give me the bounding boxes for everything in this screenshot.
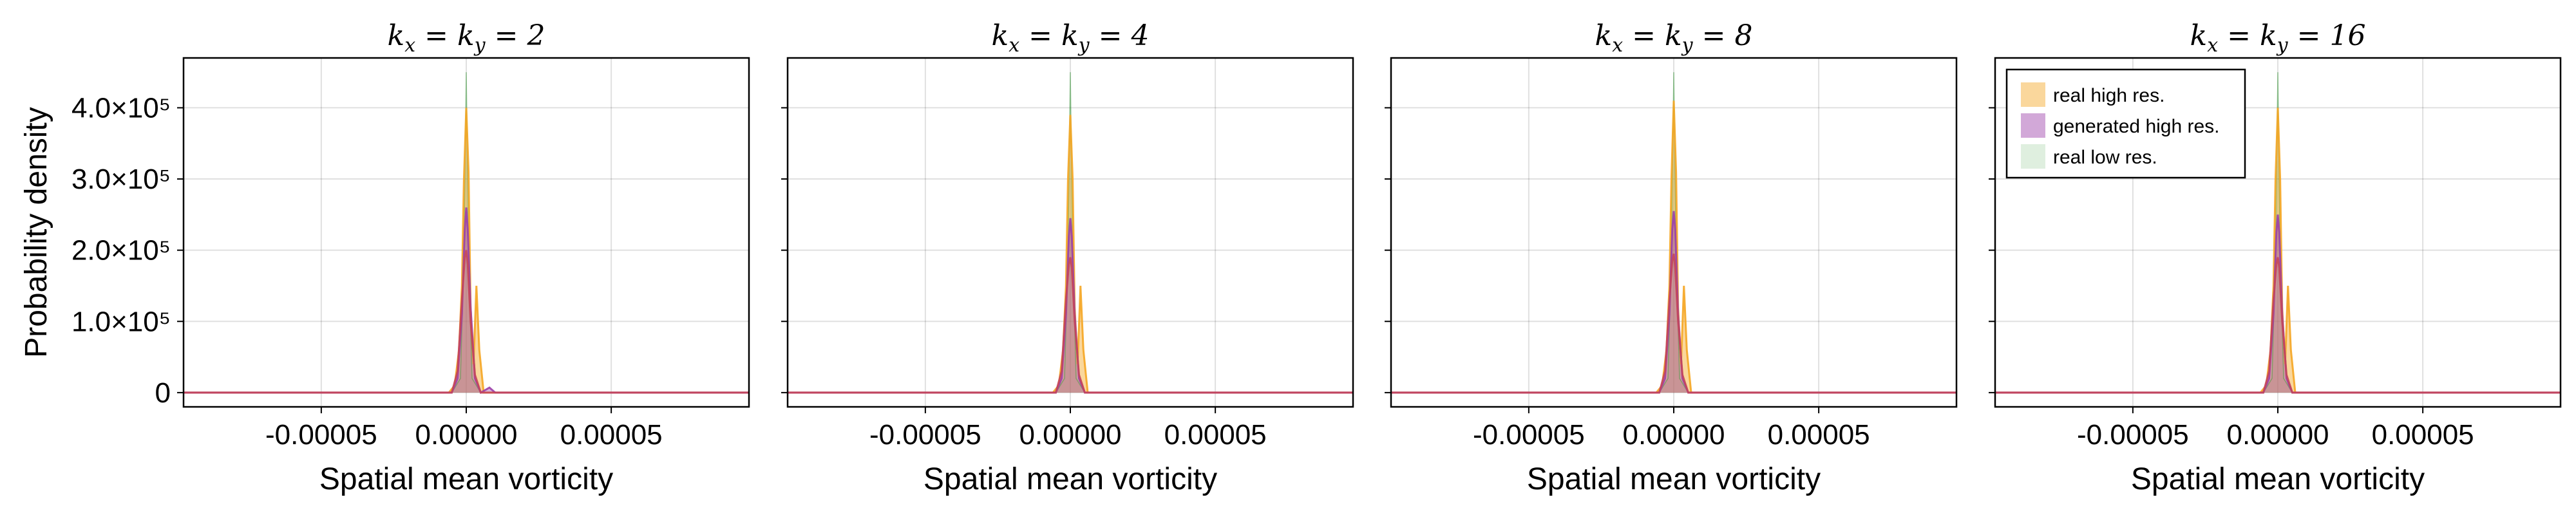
title-value: 4 — [1130, 19, 1149, 52]
density-fill — [184, 207, 749, 393]
x-axis-label: Spatial mean vorticity — [923, 462, 1217, 496]
x-tick-label: -0.00005 — [869, 419, 981, 451]
title-subscript-y: y — [2276, 34, 2289, 57]
legend-swatch — [2021, 144, 2045, 169]
title-value: 2 — [526, 19, 545, 52]
x-axis-label: Spatial mean vorticity — [1527, 462, 1821, 496]
title-k: k — [992, 19, 1009, 52]
title-k: k — [2190, 19, 2208, 52]
title-value: 8 — [1734, 19, 1752, 52]
x-tick-label: 0.00005 — [2372, 419, 2474, 451]
panel-title: kx = ky = 16 — [2190, 19, 2366, 57]
density-line — [1995, 257, 2561, 394]
legend: real high res. generated high res. real lo… — [2005, 68, 2246, 179]
legend-label: real low res. — [2053, 147, 2157, 168]
title-equals: = — [2288, 19, 2330, 52]
legend-label: real high res. — [2053, 85, 2164, 106]
x-tick-label: 0.00005 — [560, 419, 663, 451]
x-tick-label: 0.00000 — [1019, 419, 1121, 451]
x-axis-label: Spatial mean vorticity — [319, 462, 613, 496]
density-fill — [1995, 108, 2561, 393]
x-tick-label: 0.00000 — [1622, 419, 1725, 451]
x-axis-label: Spatial mean vorticity — [2131, 462, 2425, 496]
title-k: k — [1061, 19, 1079, 52]
panel-title: kx = ky = 8 — [1595, 19, 1753, 57]
title-equals: = — [1693, 19, 1735, 52]
y-axis-label: Probability density — [19, 107, 53, 358]
density-fill — [1391, 100, 1956, 393]
title-k: k — [1595, 19, 1613, 52]
panel-title: kx = ky = 2 — [388, 19, 545, 57]
title-k: k — [388, 19, 405, 52]
title-subscript-x: x — [1612, 34, 1623, 57]
density-fill — [788, 115, 1353, 393]
title-equals: = — [2218, 19, 2260, 52]
panel-1: kx = ky = 2-0.00005 0.00000 0.0000501.0×10… — [19, 19, 750, 496]
x-tick-label: 0.00000 — [415, 419, 517, 451]
density-line — [184, 207, 749, 395]
title-k: k — [2260, 19, 2277, 52]
x-tick-label: 0.00000 — [2226, 419, 2329, 451]
density-line — [788, 257, 1353, 394]
x-tick-label: 0.00005 — [1164, 419, 1267, 451]
title-subscript-x: x — [404, 34, 415, 57]
y-tick-label: 4.0×10⁵ — [71, 92, 171, 124]
title-k: k — [1665, 19, 1682, 52]
title-subscript-x: x — [2207, 34, 2218, 57]
x-tick-label: -0.00005 — [2077, 419, 2189, 451]
title-equals: = — [486, 19, 527, 52]
title-equals: = — [1623, 19, 1665, 52]
density-line — [1391, 253, 1956, 394]
density-fill — [1995, 214, 2561, 393]
legend-swatch — [2021, 82, 2045, 107]
title-equals: = — [1090, 19, 1132, 52]
density-fill — [1391, 211, 1956, 393]
panel-2: kx = ky = 4-0.00005 0.00000 0.00005Spatial… — [781, 19, 1354, 496]
legend-box — [2005, 68, 2246, 179]
density-fill — [1995, 72, 2561, 393]
title-subscript-y: y — [473, 34, 486, 57]
title-subscript-x: x — [1009, 34, 1019, 57]
y-tick-label: 0 — [155, 377, 171, 409]
panel-3: kx = ky = 8-0.00005 0.00000 0.00005Spatial… — [1385, 19, 1958, 496]
title-k: k — [457, 19, 475, 52]
x-tick-label: 0.00005 — [1768, 419, 1870, 451]
title-value: 16 — [2329, 19, 2365, 52]
legend-swatch — [2021, 113, 2045, 138]
y-tick-label: 1.0×10⁵ — [71, 306, 171, 337]
legend-label: generated high res. — [2053, 116, 2220, 137]
title-equals: = — [1019, 19, 1061, 52]
title-equals: = — [415, 19, 457, 52]
y-tick-label: 3.0×10⁵ — [71, 164, 171, 195]
density-fill — [1391, 72, 1956, 393]
y-tick-label: 2.0×10⁵ — [71, 235, 171, 267]
density-fill — [788, 72, 1353, 393]
density-fill — [184, 72, 749, 393]
panel-title: kx = ky = 4 — [992, 19, 1150, 57]
title-subscript-y: y — [1077, 34, 1090, 57]
title-subscript-y: y — [1681, 34, 1694, 57]
density-line — [184, 250, 749, 394]
panel-4: kx = ky = 16-0.00005 0.00000 0.00005Spatia… — [1989, 19, 2562, 496]
density-fill — [788, 218, 1353, 393]
x-tick-label: -0.00005 — [1473, 419, 1585, 451]
x-tick-label: -0.00005 — [265, 419, 377, 451]
